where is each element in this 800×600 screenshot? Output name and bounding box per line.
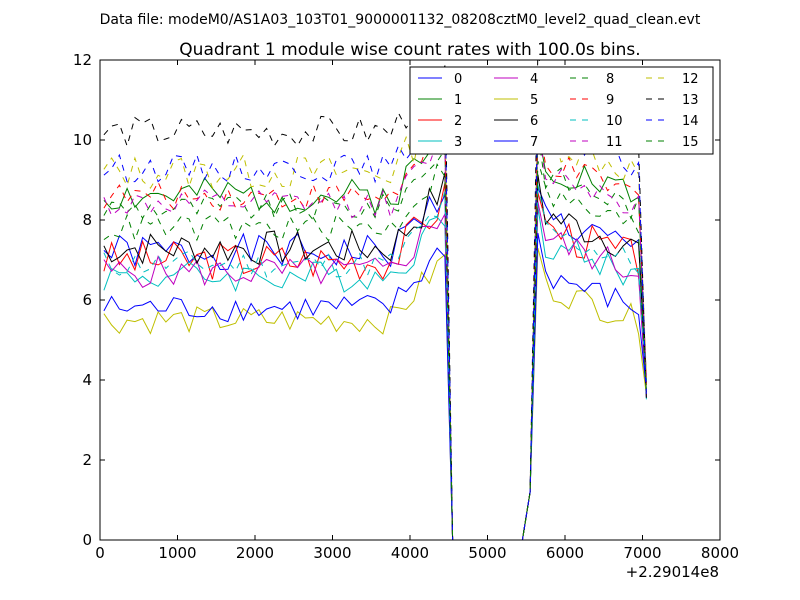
series-line-3: [103, 206, 647, 540]
suptitle: Data file: modeM0/AS1A03_103T01_90000011…: [100, 12, 701, 28]
series-line-4: [103, 201, 647, 540]
series-line-14: [103, 95, 647, 540]
y-tick-label: 4: [82, 371, 92, 389]
series-line-8: [103, 131, 647, 540]
series-line-15: [103, 161, 647, 540]
legend-label-14: 14: [682, 114, 699, 129]
legend-label-8: 8: [606, 72, 614, 87]
legend-label-6: 6: [530, 114, 538, 129]
legend-label-9: 9: [606, 93, 614, 108]
legend-label-0: 0: [454, 72, 462, 87]
legend-label-12: 12: [682, 72, 699, 87]
chart-title: Quadrant 1 module wise count rates with …: [179, 40, 640, 60]
series-line-7: [103, 233, 647, 540]
series-line-11: [103, 123, 647, 540]
legend-label-3: 3: [454, 135, 462, 150]
legend-label-13: 13: [682, 93, 699, 108]
legend-frame: [409, 66, 714, 155]
x-tick-label: 2000: [236, 544, 274, 562]
y-tick-label: 0: [82, 531, 92, 549]
legend-label-4: 4: [530, 72, 538, 87]
legend-label-5: 5: [530, 93, 538, 108]
series-line-2: [103, 182, 647, 540]
legend-label-1: 1: [454, 93, 462, 108]
x-offset-label: +2.29014e8: [626, 563, 719, 581]
y-tick-label: 2: [82, 451, 92, 469]
x-tick-label: 0: [95, 544, 105, 562]
series-line-0: [103, 187, 647, 540]
y-tick-label: 10: [73, 131, 92, 149]
legend-label-10: 10: [606, 114, 623, 129]
legend-label-2: 2: [454, 114, 462, 129]
x-tick-label: 3000: [313, 544, 351, 562]
legend-label-15: 15: [682, 135, 699, 150]
x-tick-label: 6000: [546, 544, 584, 562]
series-line-10: [103, 184, 647, 540]
y-tick-label: 8: [82, 211, 92, 229]
x-axis: 0 1000 2000 3000 4000 5000 6000 7000 8000: [95, 60, 739, 562]
x-tick-label: 5000: [468, 544, 506, 562]
x-tick-label: 7000: [623, 544, 661, 562]
x-tick-label: 8000: [701, 544, 739, 562]
x-tick-label: 1000: [158, 544, 196, 562]
series-line-6: [103, 172, 647, 540]
x-tick-label: 4000: [391, 544, 429, 562]
series-line-5: [103, 247, 647, 540]
legend-label-7: 7: [530, 135, 538, 150]
y-tick-label: 12: [73, 51, 92, 69]
series-line-9: [103, 118, 647, 540]
y-tick-label: 6: [82, 291, 92, 309]
series-line-1: [103, 128, 647, 540]
legend-label-11: 11: [606, 135, 623, 150]
